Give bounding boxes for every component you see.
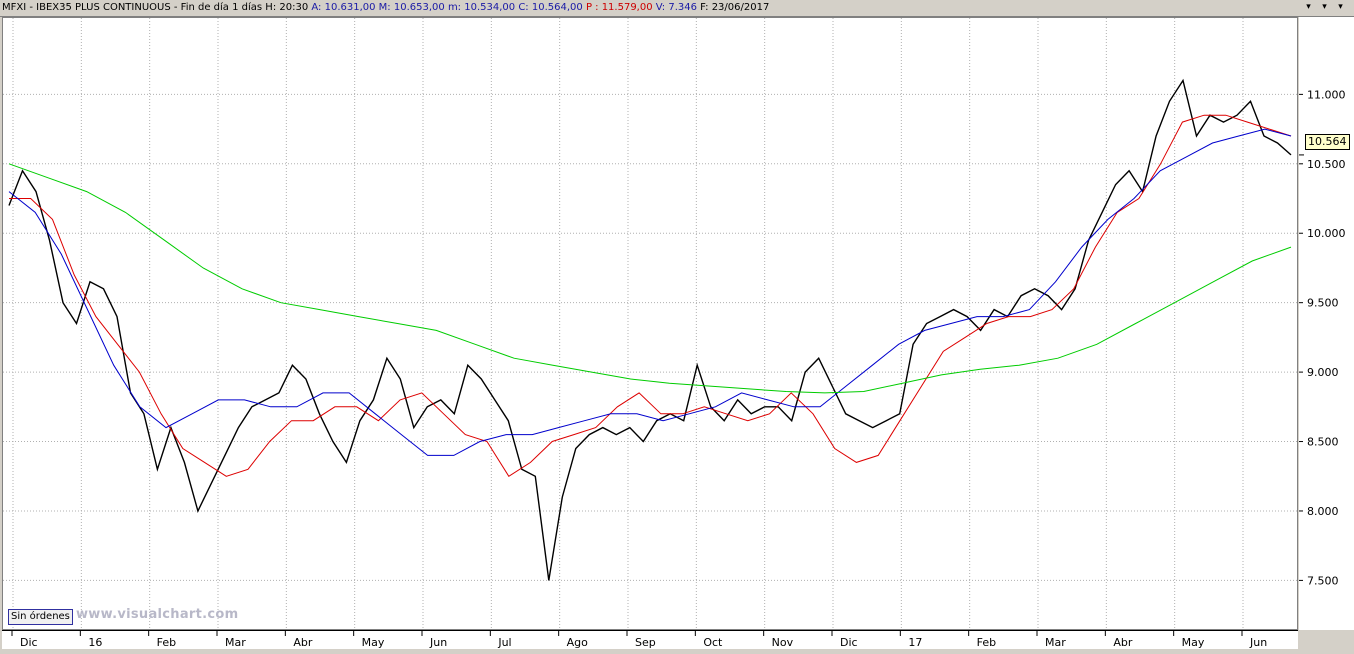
window-menu-button-3[interactable]: ▾ [1338,2,1343,12]
x-tick-label: May [362,636,385,649]
x-tick-label: Jul [497,636,511,649]
x-tick-label: Abr [1113,636,1133,649]
last-price-marker: 10.564 [1305,134,1350,150]
x-tick-label: Feb [157,636,176,649]
orders-status-badge[interactable]: Sin órdenes [8,609,73,625]
x-tick-label: 17 [908,636,922,649]
x-tick-label: Feb [977,636,996,649]
x-tick-label: 16 [88,636,102,649]
y-tick-label: 11.000 [1307,88,1346,101]
price-axis-svg: 7.500 8.000 8.500 9.000 9.500 10.000 10.500 11.… [1299,88,1346,587]
time-label: H: 20:30 [265,2,309,13]
x-tick-label: Mar [1045,636,1066,649]
x-tick-label: Dic [840,636,858,649]
mid-ma-line [8,128,1292,456]
x-tick-label: Jun [1249,636,1267,649]
price-series-line [8,78,1292,581]
slow-ma-line [8,163,1292,394]
price-axis[interactable]: 7.500 8.000 8.500 9.000 9.500 10.000 10.500 11.… [1299,17,1354,630]
x-tick-label: Abr [293,636,313,649]
fast-ma-line [9,114,1292,477]
price-chart[interactable] [2,17,1298,630]
chart-plot[interactable] [3,18,1297,629]
chart-header: MFXI - IBEX35 PLUS CONTINUOUS - Fin de d… [0,0,1354,17]
x-tick-label: Mar [225,636,246,649]
x-tick-label: Jun [429,636,447,649]
x-tick-label: Oct [703,636,723,649]
window-menu-button-2[interactable]: ▾ [1322,2,1327,12]
x-tick-label: Dic [20,636,38,649]
y-tick-label: 9.000 [1307,366,1339,379]
high-label: M: 10.653,00 [378,2,445,13]
x-tick-label: Sep [635,636,656,649]
y-tick-label: 8.000 [1307,505,1339,518]
y-tick-label: 7.500 [1307,574,1339,587]
y-tick-label: 10.000 [1307,227,1346,240]
previous-label: P : 11.579,00 [585,2,653,13]
y-tick-label: 10.500 [1307,158,1346,171]
date-axis[interactable]: Dic 16 Feb Mar Abr May Jun Jul Ago Sep Oct Nov Dic 17… [2,630,1298,649]
date-axis-svg: Dic 16 Feb Mar Abr May Jun Jul Ago Sep Oct Nov Dic 17… [11,631,1267,649]
quote-summary: MFXI - IBEX35 PLUS CONTINUOUS - Fin de d… [2,2,769,14]
x-tick-label: May [1182,636,1205,649]
date-label: F: 23/06/2017 [700,2,770,13]
close-label: C: 10.564,00 [518,2,583,13]
low-label: m: 10.534,00 [447,2,516,13]
open-label: A: 10.631,00 [311,2,376,13]
volume-label: V: 7.346 [655,2,697,13]
brand-watermark: www.visualchart.com [76,607,239,622]
y-tick-label: 8.500 [1307,436,1339,449]
x-tick-label: Nov [772,636,794,649]
symbol-label: MFXI - IBEX35 PLUS CONTINUOUS - Fin de d… [2,2,263,13]
x-tick-label: Ago [567,636,589,649]
y-tick-label: 9.500 [1307,297,1339,310]
window-menu-button-1[interactable]: ▾ [1306,2,1311,12]
